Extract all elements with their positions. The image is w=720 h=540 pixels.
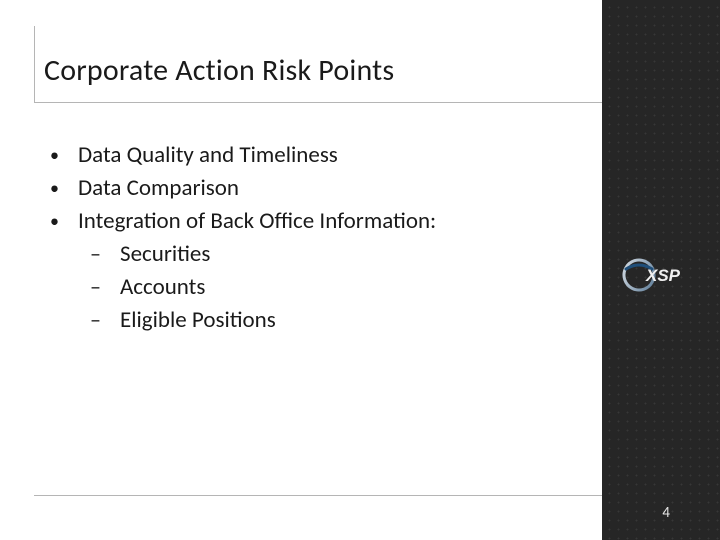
title-rule-horizontal [34, 102, 602, 103]
list-item: – Accounts [44, 272, 584, 303]
bullet-dot-icon: • [44, 173, 78, 204]
page-number: 4 [662, 504, 670, 522]
bullet-dash-icon: – [86, 239, 120, 269]
slide: Corporate Action Risk Points • Data Qual… [0, 0, 720, 540]
list-item-text: Data Comparison [78, 173, 239, 204]
list-item-text: Accounts [120, 272, 205, 303]
list-item: • Integration of Back Office Information… [44, 206, 584, 237]
brand-logo: XSP [622, 258, 700, 292]
bullet-dot-icon: • [44, 140, 78, 171]
title-rule-vertical [34, 26, 35, 102]
list-item-text: Data Quality and Timeliness [78, 140, 338, 171]
bullet-list: • Data Quality and Timeliness • Data Com… [44, 140, 584, 338]
bullet-dot-icon: • [44, 206, 78, 237]
list-item: • Data Comparison [44, 173, 584, 204]
bullet-dash-icon: – [86, 272, 120, 302]
list-item-text: Securities [120, 239, 210, 270]
list-item-text: Integration of Back Office Information: [78, 206, 436, 237]
slide-title: Corporate Action Risk Points [44, 52, 394, 89]
bullet-dash-icon: – [86, 305, 120, 335]
list-item: – Eligible Positions [44, 305, 584, 336]
svg-text:XSP: XSP [645, 266, 681, 285]
footer-rule [34, 495, 602, 496]
list-item: – Securities [44, 239, 584, 270]
list-item: • Data Quality and Timeliness [44, 140, 584, 171]
xsp-logo-icon: XSP [622, 258, 700, 292]
list-item-text: Eligible Positions [120, 305, 276, 336]
